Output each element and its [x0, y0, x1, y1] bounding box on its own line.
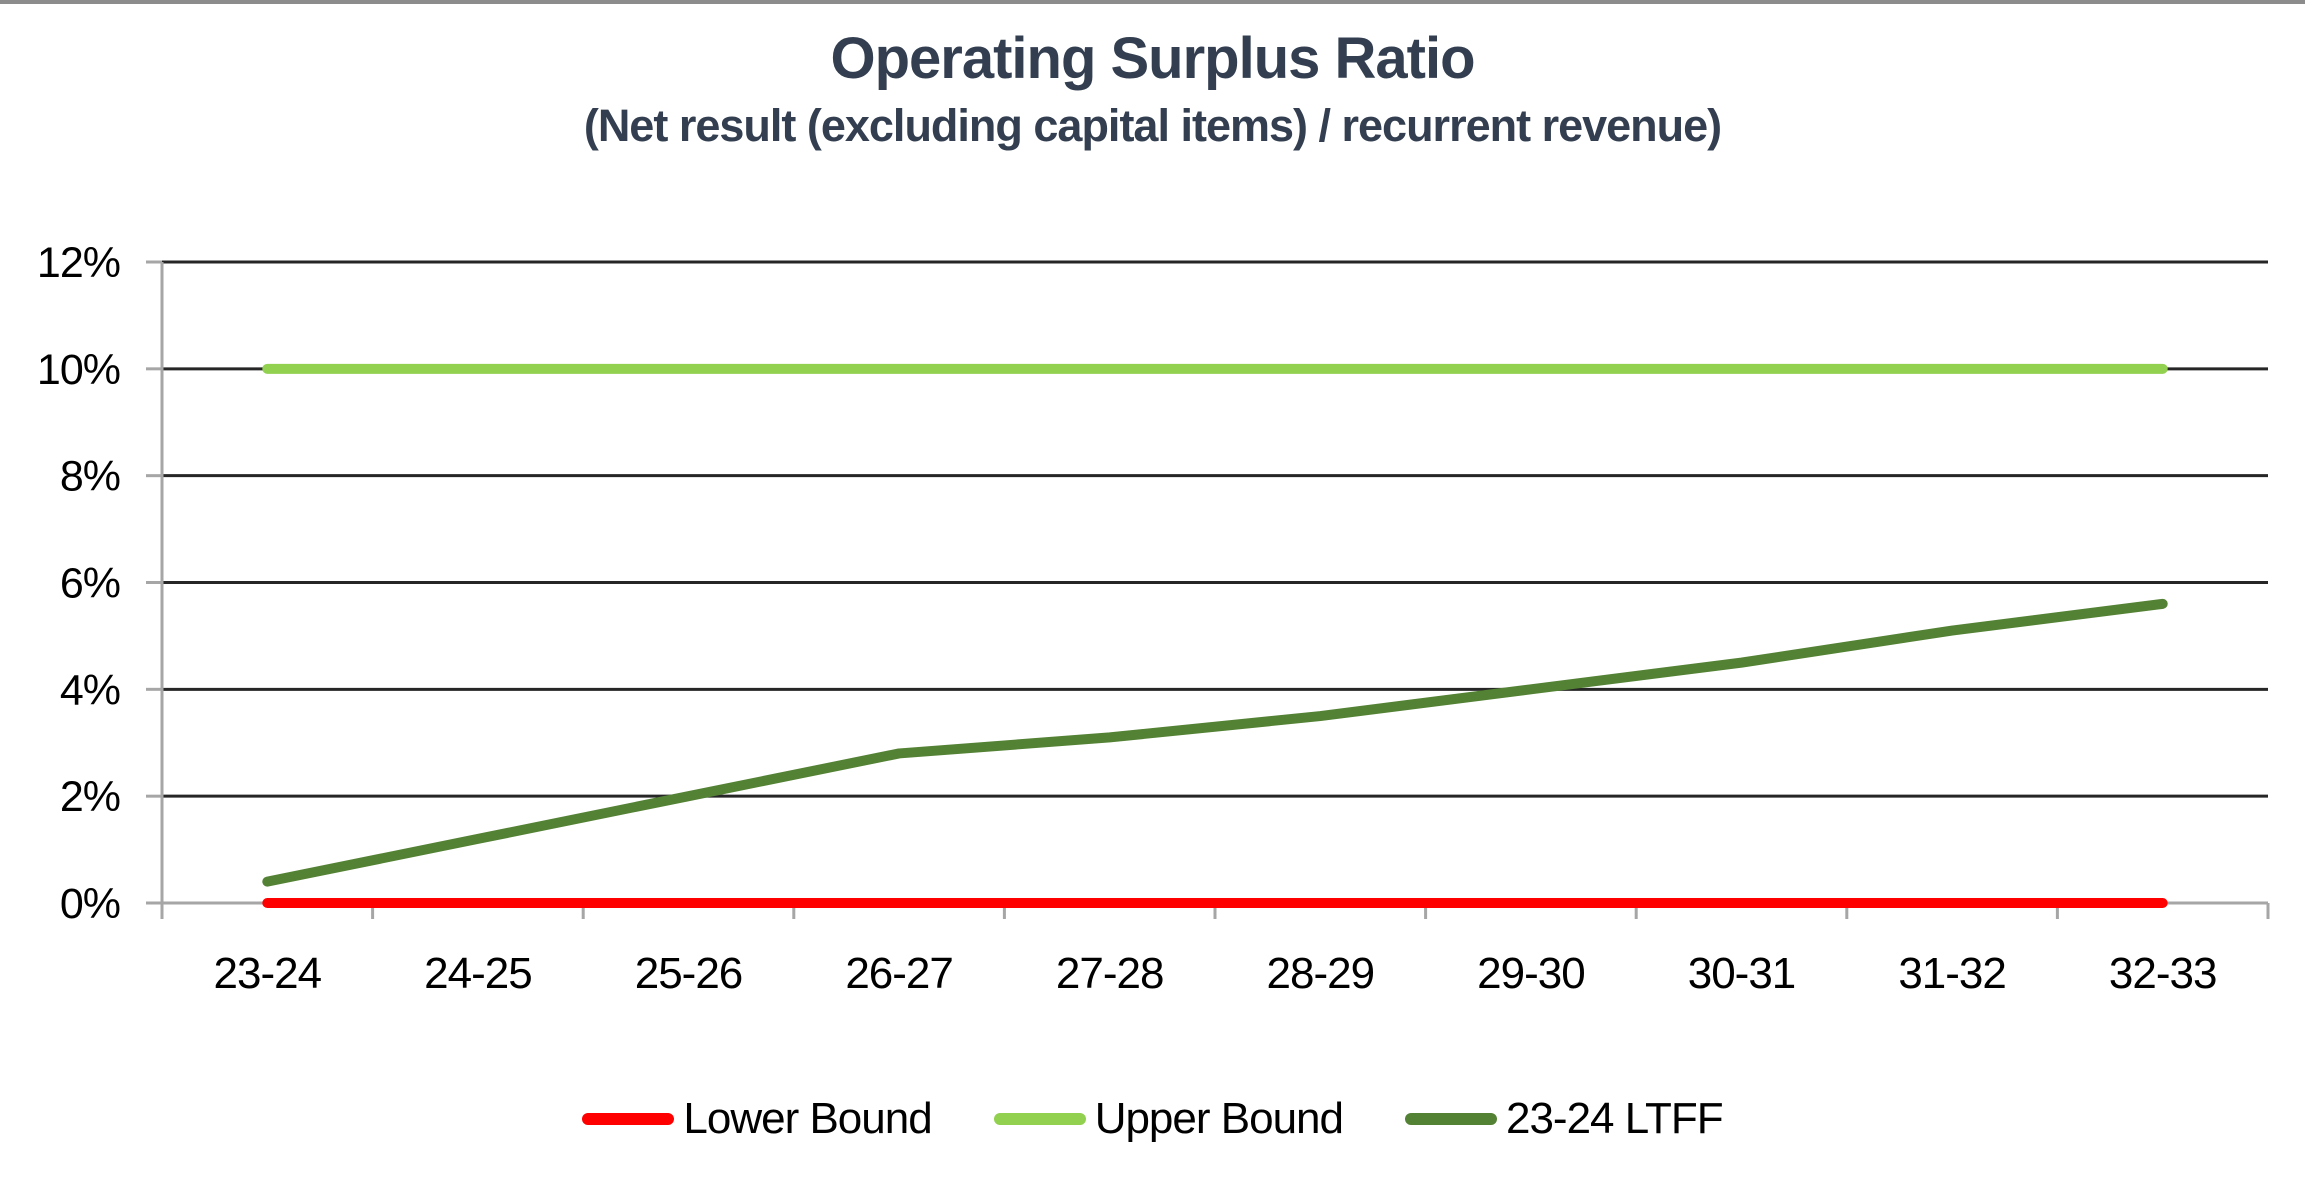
legend-item-lower-bound: Lower Bound: [582, 1094, 933, 1144]
legend-swatch-23-24-ltff: [1404, 1113, 1497, 1125]
legend-item-upper-bound: Upper Bound: [993, 1094, 1344, 1144]
y-axis-tick-label: 4%: [60, 666, 120, 714]
legend-label-lower-bound: Lower Bound: [683, 1094, 932, 1143]
chart-subtitle: (Net result (excluding capital items) / …: [583, 99, 1722, 151]
series-line-23-24-ltff: [262, 598, 2168, 887]
x-axis-tick-label: 28-29: [1267, 949, 1375, 998]
x-axis-tick-label: 24-25: [424, 949, 532, 998]
legend-label-upper-bound: Upper Bound: [1094, 1094, 1344, 1143]
chart-title: Operating Surplus Ratio: [830, 26, 1475, 91]
series-lines: [262, 363, 2168, 908]
x-axis-tick-label: 31-32: [1898, 949, 2006, 998]
x-axis-labels: 23-24 24-25 25-26 26-27 27-28 28-29 29-30 30-31…: [214, 949, 2218, 998]
legend-item-23-24-ltff: 23-24 LTFF: [1404, 1094, 1724, 1144]
y-axis-tick-label: 0%: [60, 880, 120, 928]
legend-swatch-upper-bound: [993, 1113, 1086, 1125]
y-axis-tick-label: 8%: [60, 453, 120, 501]
x-axis-tick-label: 32-33: [2109, 949, 2217, 998]
y-axis-tick-label: 6%: [60, 560, 120, 608]
legend-swatch-lower-bound: [582, 1113, 675, 1125]
x-axis-tick-label: 27-28: [1056, 949, 1164, 998]
x-axis-tick-label: 29-30: [1477, 949, 1585, 998]
x-axis-tick-label: 25-26: [635, 949, 743, 998]
y-axis-labels: 0% 2% 4% 6% 8% 10% 12%: [37, 239, 121, 928]
x-axis-tick-label: 23-24: [214, 949, 322, 998]
legend: Lower Bound Upper Bound 23-24 LTFF: [0, 1094, 2305, 1144]
x-axis-tick-label: 26-27: [845, 949, 953, 998]
axis-lines: [146, 260, 2270, 919]
chart-header: Operating Surplus Ratio (Net result (exc…: [0, 24, 2305, 151]
gridlines: [162, 260, 2268, 798]
y-axis-tick-label: 2%: [60, 773, 120, 821]
legend-label-23-24-ltff: 23-24 LTFF: [1505, 1094, 1724, 1143]
y-axis-tick-label: 10%: [37, 346, 120, 394]
top-border-divider: [0, 0, 2305, 4]
y-axis-tick-label: 12%: [37, 239, 120, 287]
x-axis-tick-label: 30-31: [1688, 949, 1796, 998]
